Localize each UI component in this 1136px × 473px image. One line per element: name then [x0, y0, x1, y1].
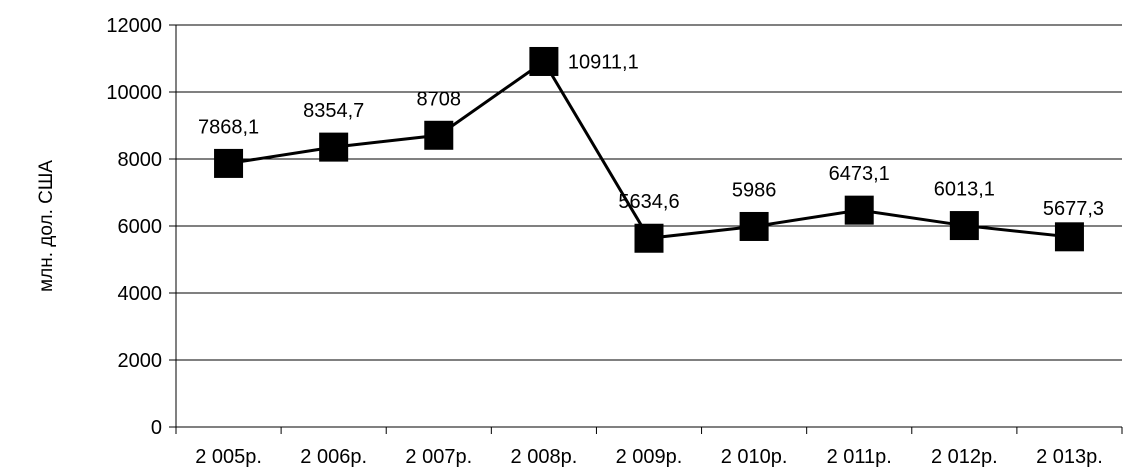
data-point-marker [529, 46, 559, 76]
y-tick-label: 6000 [118, 216, 163, 238]
x-tick-label: 2 011р. [827, 446, 892, 468]
data-point-marker [949, 211, 979, 241]
y-axis-title: млн. дол. США [36, 160, 57, 292]
data-label: 6013,1 [934, 179, 995, 201]
y-tick-label: 8000 [118, 149, 163, 171]
data-point-marker [214, 148, 244, 178]
y-tick-label: 12000 [106, 15, 162, 37]
y-tick-label: 2000 [118, 350, 163, 372]
data-series [214, 46, 1084, 253]
data-point-marker [1054, 222, 1084, 252]
data-label: 5677,3 [1043, 198, 1104, 220]
x-tick-label: 2 005р. [195, 446, 262, 468]
y-tick-label: 4000 [118, 283, 163, 305]
data-label: 10911,1 [568, 51, 639, 73]
data-label: 5986 [732, 179, 777, 201]
data-point-marker [739, 211, 769, 241]
y-tick-labels: 0 2000 4000 6000 8000 10000 12000 [106, 15, 162, 439]
data-labels: 7868,1 8354,7 8708 10911,1 5634,6 5986 6473,1 6… [198, 51, 1104, 219]
x-tick-label: 2 013р. [1036, 446, 1103, 468]
data-point-marker [319, 132, 349, 162]
x-tick-label: 2 010р. [721, 446, 788, 468]
y-tick-label: 0 [151, 417, 162, 439]
data-label: 6473,1 [829, 163, 890, 185]
data-label: 8354,7 [303, 100, 364, 122]
x-tick-label: 2 012р. [931, 446, 998, 468]
data-label: 7868,1 [198, 116, 259, 138]
data-point-marker [844, 195, 874, 225]
x-tick-labels: 2 005р. 2 006р. 2 007р. 2 008р. 2 009р. 2 010… [195, 446, 1103, 468]
y-tick-label: 10000 [106, 82, 162, 104]
data-point-marker [634, 223, 664, 253]
x-tick-label: 2 008р. [511, 446, 578, 468]
data-point-marker [424, 120, 454, 150]
x-tick-label: 2 007р. [405, 446, 472, 468]
x-tick-label: 2 009р. [616, 446, 683, 468]
data-label: 5634,6 [618, 191, 679, 213]
data-label: 8708 [417, 88, 462, 110]
x-tick-label: 2 006р. [300, 446, 367, 468]
axes [169, 24, 1123, 434]
